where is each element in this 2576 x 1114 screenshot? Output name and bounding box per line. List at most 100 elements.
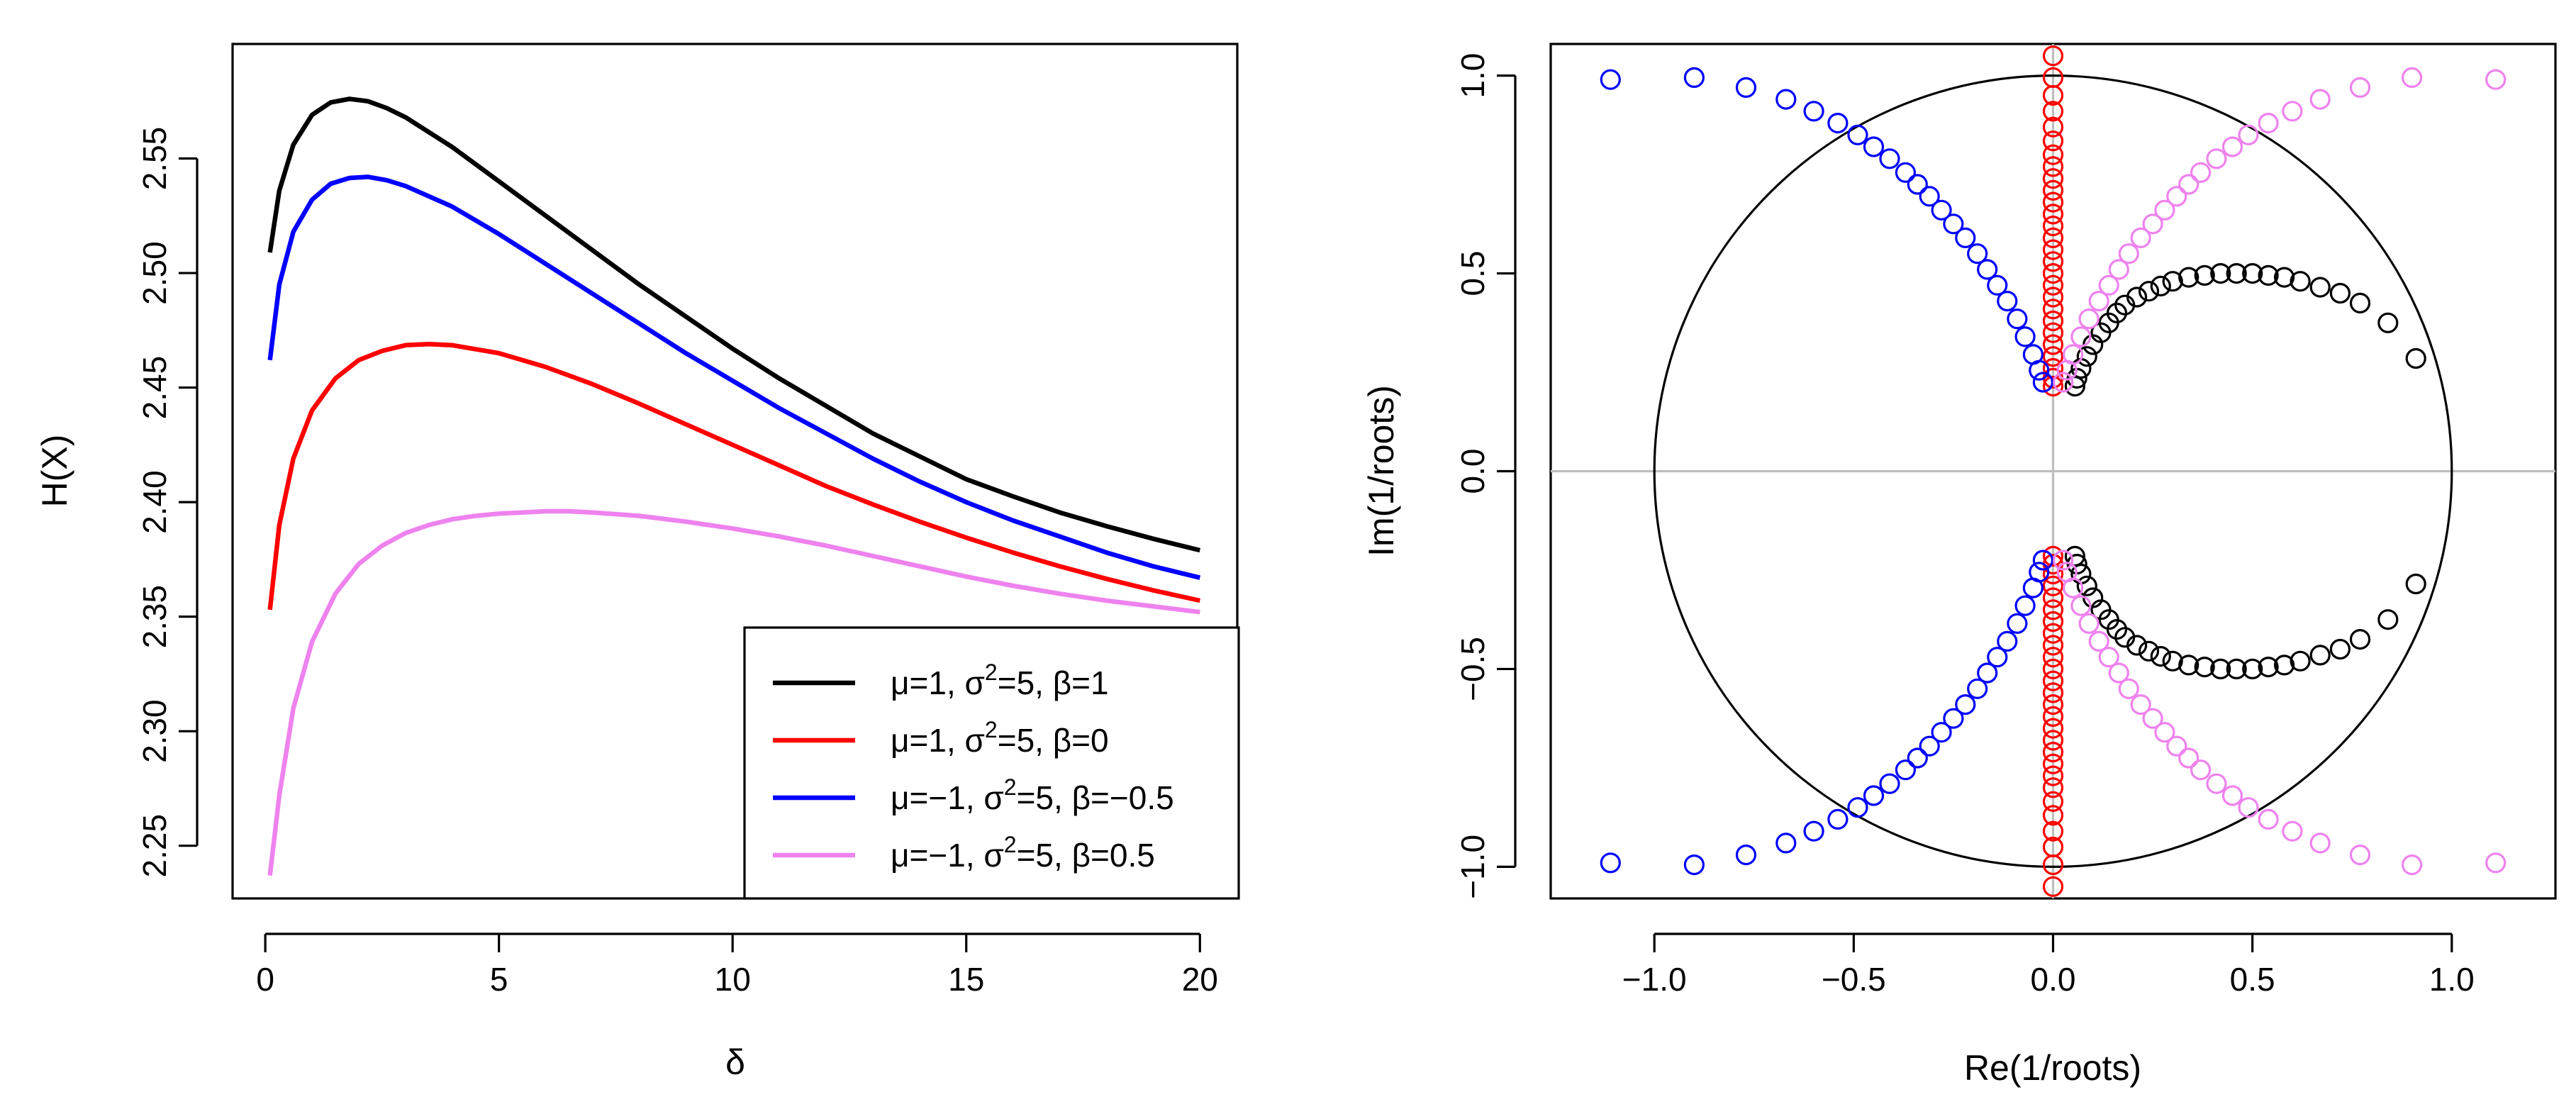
root-point-red: [2042, 587, 2064, 608]
y-tick-label: 2.30: [136, 699, 173, 763]
root-point-red: [2042, 805, 2064, 826]
root-point-violet: [2258, 808, 2279, 830]
root-point-violet: [2078, 613, 2100, 634]
root-point-blue: [2007, 613, 2028, 634]
root-point-red: [2042, 263, 2064, 284]
root-point-blue: [1847, 797, 1868, 818]
legend-label-1: μ=1, σ2=5, β=1: [891, 659, 1109, 701]
root-point-violet: [2142, 213, 2163, 235]
root-point-violet: [2056, 360, 2078, 381]
root-point-red: [2042, 116, 2064, 138]
root-point-blue: [1600, 852, 1621, 874]
right-x-axis-title: Re(1/roots): [1964, 1048, 2141, 1088]
root-point-violet: [2118, 678, 2139, 699]
root-point-blue: [1895, 759, 1916, 781]
legend-label-2: μ=1, σ2=5, β=0: [891, 717, 1109, 759]
root-point-blue: [2014, 595, 2036, 616]
root-point-violet: [2108, 259, 2129, 280]
root-point-violet: [2088, 291, 2109, 312]
root-point-red: [2042, 694, 2064, 715]
root-point-black: [2114, 294, 2136, 316]
root-point-red: [2042, 730, 2064, 751]
root-point-blue: [1863, 785, 1885, 806]
root-point-violet: [2078, 308, 2100, 330]
root-point-red: [2042, 765, 2064, 786]
root-point-blue: [1967, 678, 1988, 699]
root-point-black: [2242, 263, 2263, 284]
root-point-black: [2210, 658, 2231, 680]
root-point-blue: [1997, 291, 2018, 312]
root-point-black: [2258, 264, 2279, 286]
root-point-blue: [1683, 67, 1705, 89]
root-point-black: [2309, 645, 2331, 666]
root-point-violet: [2053, 550, 2074, 571]
root-point-red: [2042, 299, 2064, 320]
root-point-blue: [1879, 148, 1900, 169]
root-point-black: [2258, 656, 2279, 678]
y-tick-label: −0.5: [1454, 637, 1491, 701]
y-tick-label: 0.5: [1454, 251, 1491, 296]
root-point-blue: [1977, 662, 1998, 684]
root-point-black: [2138, 281, 2160, 302]
root-point-red: [2042, 718, 2064, 739]
root-point-black: [2349, 292, 2371, 313]
root-point-violet: [2130, 227, 2151, 248]
root-point-violet: [2282, 101, 2303, 122]
root-point-red: [2042, 647, 2064, 668]
root-point-red: [2042, 670, 2064, 691]
root-point-black: [2226, 658, 2247, 680]
root-point-black: [2290, 650, 2311, 672]
root-point-red: [2042, 239, 2064, 260]
root-point-blue: [1931, 199, 1952, 221]
root-point-blue: [1907, 747, 1928, 769]
root-point-blue: [1907, 174, 1928, 195]
root-point-black: [2076, 575, 2097, 596]
root-point-black: [2162, 650, 2183, 672]
series-line-3: [267, 174, 1201, 580]
root-point-violet: [2178, 174, 2199, 195]
root-point-violet: [2098, 647, 2119, 668]
root-point-red: [2042, 706, 2064, 728]
root-point-red: [2042, 101, 2064, 122]
root-point-violet: [2178, 747, 2199, 769]
y-tick-label: 2.25: [136, 814, 173, 878]
root-point-black: [2064, 545, 2085, 567]
root-point-red: [2042, 753, 2064, 774]
left-x-axis: 0 5 10 15 20: [256, 932, 1218, 998]
root-point-violet: [2349, 77, 2371, 99]
root-point-blue: [2032, 372, 2053, 393]
root-point-blue: [1919, 186, 1940, 207]
root-point-red: [2042, 375, 2064, 397]
root-point-blue: [1943, 213, 1964, 235]
root-point-red: [2042, 820, 2064, 842]
root-point-black: [2178, 655, 2199, 676]
root-point-black: [2349, 628, 2371, 650]
root-point-red: [2042, 144, 2064, 165]
root-point-black: [2377, 609, 2399, 630]
root-point-black: [2150, 645, 2171, 667]
root-point-red: [2042, 876, 2064, 897]
root-point-blue: [2029, 360, 2050, 381]
root-point-red: [2042, 334, 2064, 355]
root-point-black: [2329, 638, 2351, 660]
root-point-violet: [2402, 67, 2423, 89]
root-point-violet: [2070, 326, 2092, 347]
root-point-black: [2377, 312, 2399, 333]
root-point-red: [2042, 251, 2064, 272]
root-point-black: [2274, 267, 2295, 288]
root-point-violet: [2070, 595, 2092, 616]
root-point-black: [2178, 267, 2199, 288]
root-point-violet: [2485, 69, 2507, 90]
root-point-violet: [2056, 562, 2078, 583]
root-point-violet: [2190, 162, 2212, 183]
root-point-violet: [2142, 708, 2163, 729]
root-point-red: [2042, 156, 2064, 177]
root-point-red: [2042, 179, 2064, 201]
root-point-blue: [1735, 844, 1757, 866]
root-point-violet: [2309, 832, 2331, 854]
right-y-axis-title: Im(1/roots): [1361, 385, 1401, 557]
root-point-red: [2042, 791, 2064, 812]
x-tick-label: 15: [948, 961, 984, 998]
root-point-violet: [2206, 773, 2227, 794]
root-point-black: [2162, 271, 2183, 292]
